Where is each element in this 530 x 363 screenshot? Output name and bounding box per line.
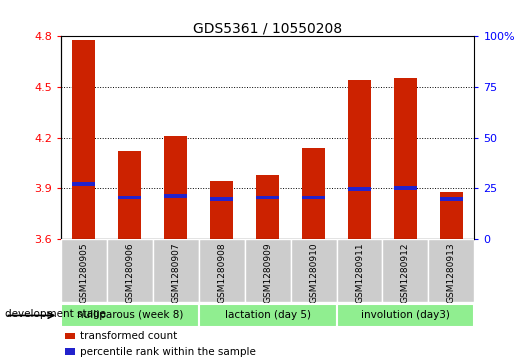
Bar [394,186,417,190]
Bar [164,136,187,239]
Bar [256,196,279,199]
Bar [164,194,187,198]
Text: GSM1280909: GSM1280909 [263,242,272,303]
Bar [73,40,95,239]
FancyBboxPatch shape [61,304,199,327]
FancyBboxPatch shape [61,239,107,302]
FancyBboxPatch shape [245,239,290,302]
FancyBboxPatch shape [337,239,383,302]
Title: GDS5361 / 10550208: GDS5361 / 10550208 [193,21,342,35]
Text: percentile rank within the sample: percentile rank within the sample [80,347,255,357]
Bar [118,196,142,199]
Text: GSM1280905: GSM1280905 [80,242,89,303]
Text: GSM1280907: GSM1280907 [171,242,180,303]
FancyBboxPatch shape [428,239,474,302]
Text: development stage: development stage [5,309,107,319]
FancyBboxPatch shape [199,304,337,327]
FancyBboxPatch shape [107,239,153,302]
FancyBboxPatch shape [337,304,474,327]
Text: GSM1280908: GSM1280908 [217,242,226,303]
Bar [394,78,417,239]
Bar [210,197,233,201]
FancyBboxPatch shape [153,239,199,302]
Text: GSM1280911: GSM1280911 [355,242,364,303]
Text: involution (day3): involution (day3) [361,310,450,321]
Text: nulliparous (week 8): nulliparous (week 8) [77,310,183,321]
Text: GSM1280912: GSM1280912 [401,242,410,302]
Bar [302,196,325,199]
Text: GSM1280906: GSM1280906 [126,242,134,303]
Bar [302,148,325,239]
FancyBboxPatch shape [383,239,428,302]
FancyBboxPatch shape [290,239,337,302]
Text: transformed count: transformed count [80,331,177,341]
Text: GSM1280910: GSM1280910 [309,242,318,303]
Text: GSM1280913: GSM1280913 [447,242,456,303]
Bar [73,182,95,186]
Bar [348,80,371,239]
Bar [65,333,75,339]
FancyBboxPatch shape [199,239,245,302]
Text: lactation (day 5): lactation (day 5) [225,310,311,321]
Bar [210,182,233,239]
Bar [348,187,371,191]
Bar [440,197,463,201]
Bar [118,151,142,239]
Bar [256,175,279,239]
Bar [65,348,75,355]
Bar [440,192,463,239]
